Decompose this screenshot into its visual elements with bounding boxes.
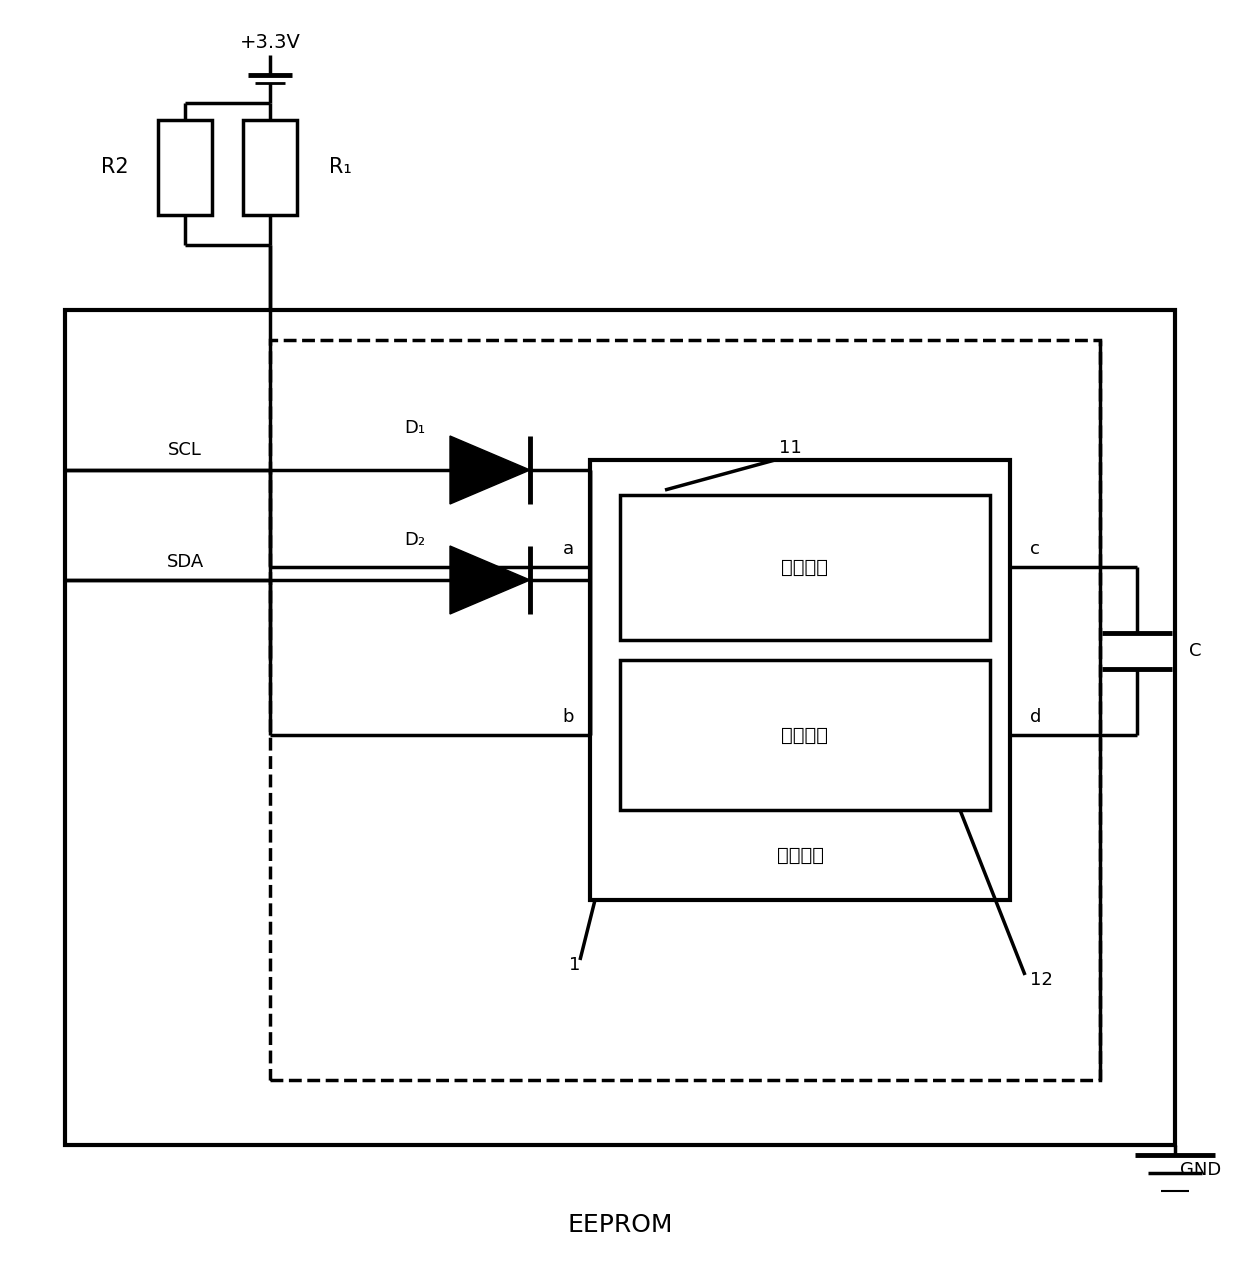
Text: EEPROM: EEPROM [567, 1213, 673, 1237]
Text: SCL: SCL [169, 441, 202, 459]
Polygon shape [450, 436, 529, 504]
Bar [64, 310, 1176, 1145]
Text: 通讯电路: 通讯电路 [781, 557, 828, 576]
Text: 存储电路: 存储电路 [781, 725, 828, 745]
Text: a: a [563, 541, 574, 558]
Text: +3.3V: +3.3V [239, 32, 300, 51]
Bar [157, 120, 212, 215]
Text: d: d [1030, 708, 1042, 725]
Bar [620, 660, 990, 810]
Text: GND: GND [1180, 1162, 1221, 1179]
Bar [270, 340, 1100, 1080]
Text: SDA: SDA [166, 553, 203, 571]
Text: 内部电路: 内部电路 [776, 845, 823, 864]
Text: c: c [1030, 541, 1040, 558]
Bar [243, 120, 298, 215]
Text: R2: R2 [102, 157, 129, 177]
Text: R₁: R₁ [329, 157, 351, 177]
Text: D₁: D₁ [404, 419, 425, 437]
Text: 1: 1 [569, 956, 580, 974]
Text: C: C [1189, 643, 1202, 660]
Text: b: b [562, 708, 574, 725]
Polygon shape [450, 546, 529, 615]
Text: 11: 11 [779, 439, 801, 456]
Text: 12: 12 [1030, 972, 1053, 989]
Text: D₂: D₂ [404, 530, 425, 550]
Bar [590, 460, 1011, 900]
Bar [620, 495, 990, 640]
